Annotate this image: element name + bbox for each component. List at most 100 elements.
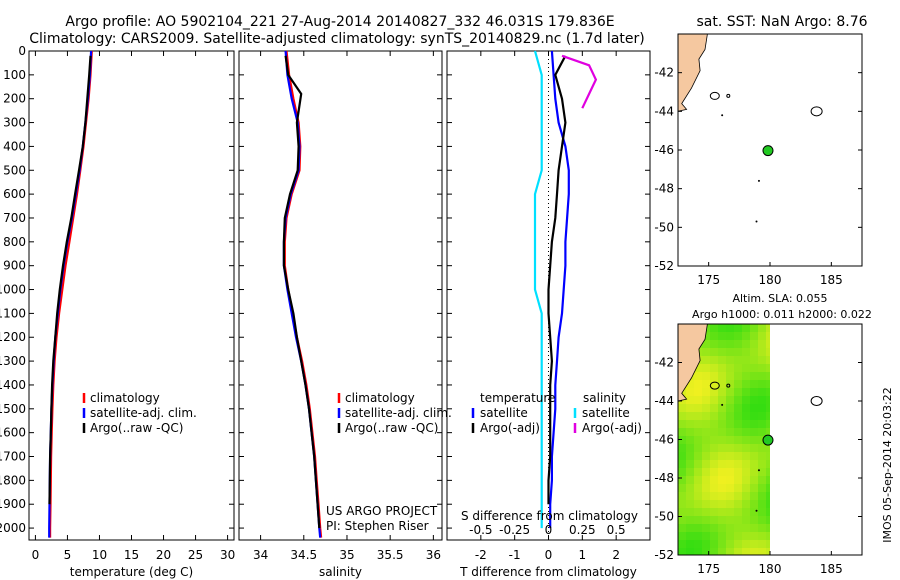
salinity-xtick-label: 35.5: [377, 548, 404, 562]
sla-field-cell: [718, 524, 726, 532]
sla-field-cell: [710, 540, 718, 548]
differences-xtick-label: 0: [545, 548, 553, 562]
differences-xtick-label: 2: [612, 548, 620, 562]
sla-field-cell: [726, 484, 734, 492]
diff-legend-entry: Argo(-adj): [582, 421, 642, 435]
sla-field-cell: [750, 516, 758, 524]
sla-field-cell: [694, 412, 702, 420]
sla-field-cell: [742, 420, 750, 428]
temperature-xtick-label: 20: [156, 548, 171, 562]
differences-series-line: [561, 54, 598, 109]
depth-tick-label: 1400: [0, 378, 26, 392]
sla-field-cell: [686, 404, 694, 412]
salinity-xtick-label: 36: [426, 548, 441, 562]
sla-field-cell: [734, 500, 742, 508]
sla-field-cell: [678, 524, 686, 532]
sla-field-cell: [718, 476, 726, 484]
sla-field-cell: [734, 332, 742, 340]
sla-field-cell: [734, 484, 742, 492]
sla-field-cell: [686, 436, 694, 444]
sla-field-cell: [678, 532, 686, 540]
sla-field-cell: [742, 476, 750, 484]
sla-field-cell: [710, 524, 718, 532]
sla-field-cell: [742, 484, 750, 492]
sla-field-cell: [766, 548, 770, 555]
project-annotation: US ARGO PROJECT: [326, 504, 438, 518]
sla-field-cell: [702, 484, 710, 492]
sla-field-cell: [694, 500, 702, 508]
sla-field-cell: [710, 500, 718, 508]
salinity-diff-tick-label: 0: [545, 523, 553, 537]
sst-map-panel: 175 180 185 -42 -44 -46 -48 -50 -52: [654, 33, 863, 287]
sla-field-cell: [718, 428, 726, 436]
sla-field-cell: [678, 404, 686, 412]
sla-field-cell: [694, 396, 702, 404]
sla-field-cell: [734, 476, 742, 484]
sla-field-cell: [710, 436, 718, 444]
sla-field-cell: [678, 444, 686, 452]
sla-field-cell: [718, 484, 726, 492]
sla-field-cell: [718, 420, 726, 428]
sla-field-cell: [742, 500, 750, 508]
sla-field-cell: [758, 500, 766, 508]
sla-field-cell: [686, 412, 694, 420]
sla-field-cell: [726, 348, 734, 356]
temperature-xlabel: temperature (deg C): [70, 565, 193, 579]
sla-field-cell: [758, 460, 766, 468]
sla-field-cell: [734, 348, 742, 356]
sst-map-xtick-label: 180: [759, 273, 782, 287]
sla-field-cell: [758, 524, 766, 532]
sla-field-cell: [734, 452, 742, 460]
sla-field-cell: [766, 460, 770, 468]
sla-field-cell: [726, 412, 734, 420]
differences-series-line: [533, 50, 543, 529]
sla-field-cell: [726, 452, 734, 460]
sla-field-cell: [694, 404, 702, 412]
sla-field-cell: [694, 372, 702, 380]
salinity-xtick-label: 34: [253, 548, 268, 562]
sla-field-cell: [758, 388, 766, 396]
sla-field-cell: [734, 492, 742, 500]
profile-title: Argo profile: AO 5902104_221 27-Aug-2014…: [65, 14, 614, 30]
sla-field-cell: [702, 508, 710, 516]
sla-field-cell: [694, 468, 702, 476]
sla-field-cell: [678, 492, 686, 500]
sla-field-cell: [758, 396, 766, 404]
sla-field-cell: [726, 364, 734, 372]
depth-tick-label: 700: [3, 211, 26, 225]
sla-field-cell: [694, 388, 702, 396]
sla-field-cell: [702, 396, 710, 404]
sla-field-cell: [686, 420, 694, 428]
sla-field-cell: [702, 468, 710, 476]
sla-field-cell: [766, 524, 770, 532]
sla-field-cell: [766, 332, 770, 340]
sla-field-cell: [750, 348, 758, 356]
sla-field-cell: [742, 460, 750, 468]
sla-field-cell: [710, 532, 718, 540]
sla-field-cell: [702, 372, 710, 380]
sla-field-cell: [734, 436, 742, 444]
sla-field-cell: [726, 524, 734, 532]
sla-field-cell: [686, 388, 694, 396]
sla-field-cell: [726, 468, 734, 476]
sla-field-cell: [702, 348, 710, 356]
island-outline: [726, 93, 731, 98]
sla-field-cell: [766, 540, 770, 548]
sla-field-cell: [702, 492, 710, 500]
sst-map-title: sat. SST: NaN Argo: 8.76: [696, 14, 867, 30]
salinity-diff-tick-label: -0.25: [499, 523, 530, 537]
sla-field-cell: [702, 524, 710, 532]
depth-tick-label: 1100: [0, 306, 26, 320]
salinity-legend-entry: satellite-adj. clim.: [345, 406, 452, 420]
sla-field-cell: [734, 364, 742, 372]
differences-xtick-label: -1: [509, 548, 521, 562]
sla-field-cell: [710, 428, 718, 436]
islet-mark: [721, 114, 724, 117]
sla-field-cell: [726, 516, 734, 524]
sla-field-cell: [750, 444, 758, 452]
sla-field-cell: [718, 348, 726, 356]
sla-field-cell: [686, 532, 694, 540]
sla-field-cell: [734, 372, 742, 380]
sla-field-cell: [726, 436, 734, 444]
